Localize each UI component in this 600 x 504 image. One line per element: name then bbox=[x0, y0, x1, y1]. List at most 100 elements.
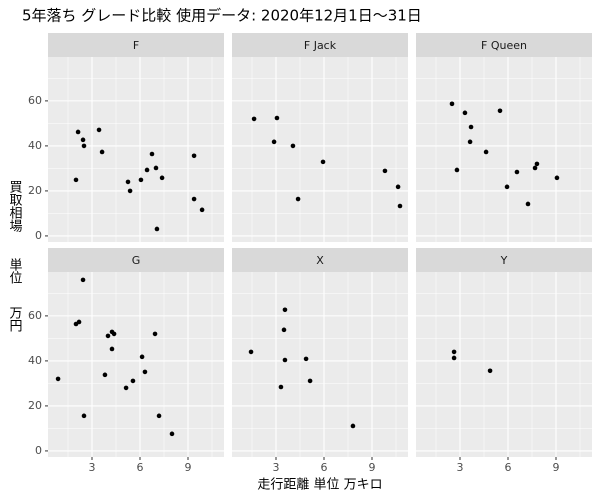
point bbox=[81, 143, 87, 149]
point bbox=[468, 124, 474, 130]
point bbox=[102, 372, 108, 378]
point bbox=[525, 201, 531, 207]
y-tick-label: 0 bbox=[35, 229, 42, 242]
point bbox=[534, 161, 540, 167]
x-tick-label: 3 bbox=[273, 461, 280, 474]
point bbox=[532, 165, 538, 171]
point bbox=[303, 356, 309, 362]
strip-label: F bbox=[133, 39, 139, 52]
point bbox=[504, 184, 510, 190]
point bbox=[142, 369, 148, 375]
point bbox=[271, 139, 277, 145]
panel bbox=[416, 272, 592, 457]
strip bbox=[232, 33, 408, 57]
point bbox=[395, 184, 401, 190]
x-tick-label: 3 bbox=[89, 461, 96, 474]
point bbox=[320, 159, 326, 165]
point bbox=[282, 357, 288, 363]
point bbox=[75, 129, 81, 135]
x-tick-label: 6 bbox=[505, 461, 512, 474]
point bbox=[144, 167, 150, 173]
point bbox=[138, 177, 144, 183]
point bbox=[73, 177, 79, 183]
point bbox=[497, 108, 503, 114]
point bbox=[382, 168, 388, 174]
y-tick-label: 40 bbox=[28, 139, 42, 152]
point bbox=[123, 385, 129, 391]
chart-title: 5年落ち グレード比較 使用データ: 2020年12月1日～31日 bbox=[22, 7, 422, 25]
panel bbox=[232, 57, 408, 242]
point bbox=[80, 277, 86, 283]
point bbox=[514, 169, 520, 175]
point bbox=[278, 384, 284, 390]
strip-label: Y bbox=[500, 254, 508, 267]
strip-label: F Queen bbox=[481, 39, 527, 52]
point bbox=[152, 331, 158, 337]
strip-label: F Jack bbox=[304, 39, 337, 52]
point bbox=[111, 331, 117, 337]
x-tick-label: 6 bbox=[137, 461, 144, 474]
point bbox=[397, 203, 403, 209]
point bbox=[454, 167, 460, 173]
point bbox=[109, 346, 115, 352]
point bbox=[483, 149, 489, 155]
y-axis-label: 単位 bbox=[7, 257, 23, 284]
point bbox=[96, 127, 102, 133]
point bbox=[251, 116, 257, 122]
y-tick-label: 20 bbox=[28, 184, 42, 197]
point bbox=[554, 175, 560, 181]
point bbox=[199, 207, 205, 213]
point bbox=[159, 175, 165, 181]
point bbox=[290, 143, 296, 149]
point bbox=[451, 349, 457, 355]
x-tick-label: 9 bbox=[185, 461, 192, 474]
panel bbox=[232, 272, 408, 457]
point bbox=[248, 349, 254, 355]
x-tick-label: 9 bbox=[369, 461, 376, 474]
point bbox=[451, 355, 457, 361]
x-tick-label: 9 bbox=[553, 461, 560, 474]
point bbox=[295, 196, 301, 202]
strip bbox=[48, 33, 224, 57]
point bbox=[125, 179, 131, 185]
panel bbox=[416, 57, 592, 242]
panel bbox=[48, 272, 224, 457]
y-tick-label: 40 bbox=[28, 354, 42, 367]
point bbox=[153, 165, 159, 171]
strip-label: G bbox=[132, 254, 141, 267]
point bbox=[191, 196, 197, 202]
point bbox=[191, 153, 197, 159]
strip bbox=[416, 33, 592, 57]
point bbox=[149, 151, 155, 157]
point bbox=[350, 423, 356, 429]
point bbox=[105, 333, 111, 339]
point bbox=[130, 378, 136, 384]
point bbox=[127, 188, 133, 194]
point bbox=[281, 327, 287, 333]
point bbox=[169, 431, 175, 437]
point bbox=[80, 137, 86, 143]
point bbox=[156, 413, 162, 419]
strip bbox=[416, 248, 592, 272]
x-tick-label: 3 bbox=[457, 461, 464, 474]
y-tick-label: 0 bbox=[35, 444, 42, 457]
y-axis-label: 万円 bbox=[7, 306, 23, 332]
point bbox=[487, 368, 493, 374]
point bbox=[139, 354, 145, 360]
strip bbox=[48, 248, 224, 272]
panel bbox=[48, 57, 224, 242]
point bbox=[282, 307, 288, 313]
point bbox=[99, 149, 105, 155]
strip bbox=[232, 248, 408, 272]
x-axis-label: 走行距離 単位 万キロ bbox=[257, 477, 382, 493]
point bbox=[274, 115, 280, 121]
point bbox=[81, 413, 87, 419]
y-tick-label: 60 bbox=[28, 309, 42, 322]
y-tick-label: 20 bbox=[28, 399, 42, 412]
point bbox=[462, 110, 468, 116]
strip-label: X bbox=[316, 254, 324, 267]
point bbox=[467, 139, 473, 145]
y-axis-label: 買取相場 bbox=[7, 180, 23, 232]
point bbox=[307, 378, 313, 384]
